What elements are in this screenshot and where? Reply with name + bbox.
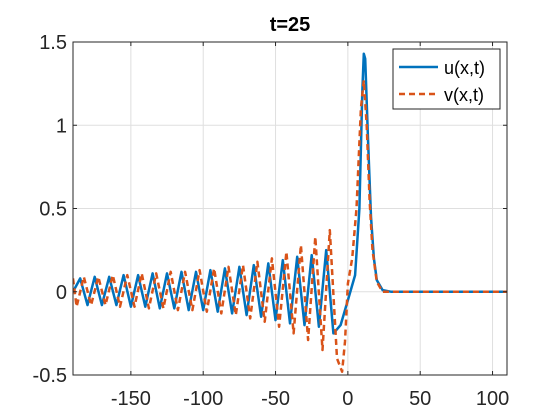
y-tick-label: -0.5	[33, 365, 67, 387]
legend-box	[392, 48, 501, 110]
series-line-v	[73, 79, 507, 373]
axes-box	[72, 41, 508, 376]
legend-label-u: u(x,t)	[444, 58, 485, 78]
y-tick-label: 0	[56, 282, 67, 304]
series-layer	[73, 52, 507, 373]
legend-label-v: v(x,t)	[444, 85, 484, 105]
x-tick-label: 0	[342, 388, 353, 410]
ticks: -150 -100 -50 0 50 100 -0.5 0 0.5 1 1.5	[33, 32, 510, 410]
y-tick-label: 0.5	[39, 199, 67, 221]
y-tick-label: 1	[56, 115, 67, 137]
series-line-u	[73, 52, 507, 335]
x-tick-label: 100	[476, 388, 509, 410]
y-tick-label: 1.5	[39, 32, 67, 54]
x-tick-label: 50	[409, 388, 431, 410]
chart-title: t=25	[270, 14, 311, 36]
legend: u(x,t) v(x,t)	[392, 48, 501, 110]
x-tick-label: -50	[261, 388, 290, 410]
x-tick-label: -150	[111, 388, 151, 410]
x-tick-label: -100	[183, 388, 223, 410]
